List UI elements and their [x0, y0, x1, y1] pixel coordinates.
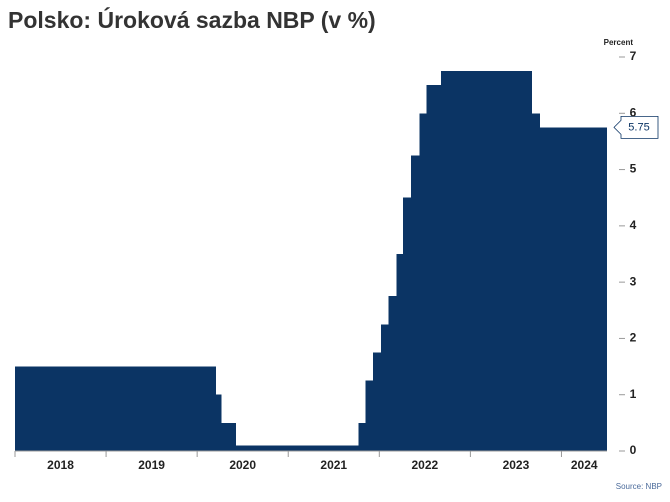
step-segment: [419, 113, 428, 452]
step-segment: [441, 71, 533, 452]
x-tick-label: 2019: [138, 458, 165, 472]
step-segment: [15, 366, 216, 451]
source: Source: NBP: [616, 482, 662, 491]
x-tick-label: 2024: [571, 458, 598, 472]
step-segment: [235, 445, 359, 451]
step-segment: [365, 380, 374, 451]
x-tick-label: 2022: [411, 458, 438, 472]
step-segment: [215, 394, 222, 451]
step-segment: [539, 127, 607, 451]
step-segment: [411, 155, 420, 451]
y-tick-label: 3: [630, 274, 637, 288]
x-tick-label: 2021: [320, 458, 347, 472]
value-callout: [613, 115, 659, 139]
step-segment: [372, 352, 382, 451]
y-tick-label: 2: [630, 331, 637, 345]
y-axis-label: Percent: [604, 38, 634, 47]
y-tick-label: 4: [630, 218, 637, 232]
x-tick-label: 2023: [503, 458, 530, 472]
x-tick-label: 2018: [47, 458, 74, 472]
value-label: 5.75: [628, 121, 649, 133]
step-segment: [358, 422, 367, 451]
y-tick-label: 5: [630, 162, 637, 176]
step-segment: [426, 85, 442, 452]
step-segment: [396, 254, 404, 451]
step-segment: [388, 296, 398, 451]
y-tick-label: 7: [630, 49, 637, 63]
step-segment: [402, 197, 412, 451]
y-tick-label: 1: [630, 387, 637, 401]
x-tick-label: 2020: [229, 458, 256, 472]
y-tick-label: 6: [630, 105, 637, 119]
step-segment: [531, 113, 541, 452]
step-segment: [220, 422, 237, 451]
step-segment: [381, 324, 390, 451]
y-tick-label: 0: [630, 443, 637, 457]
chart-title: Polsko: Úroková sazba NBP (v %): [8, 6, 376, 33]
